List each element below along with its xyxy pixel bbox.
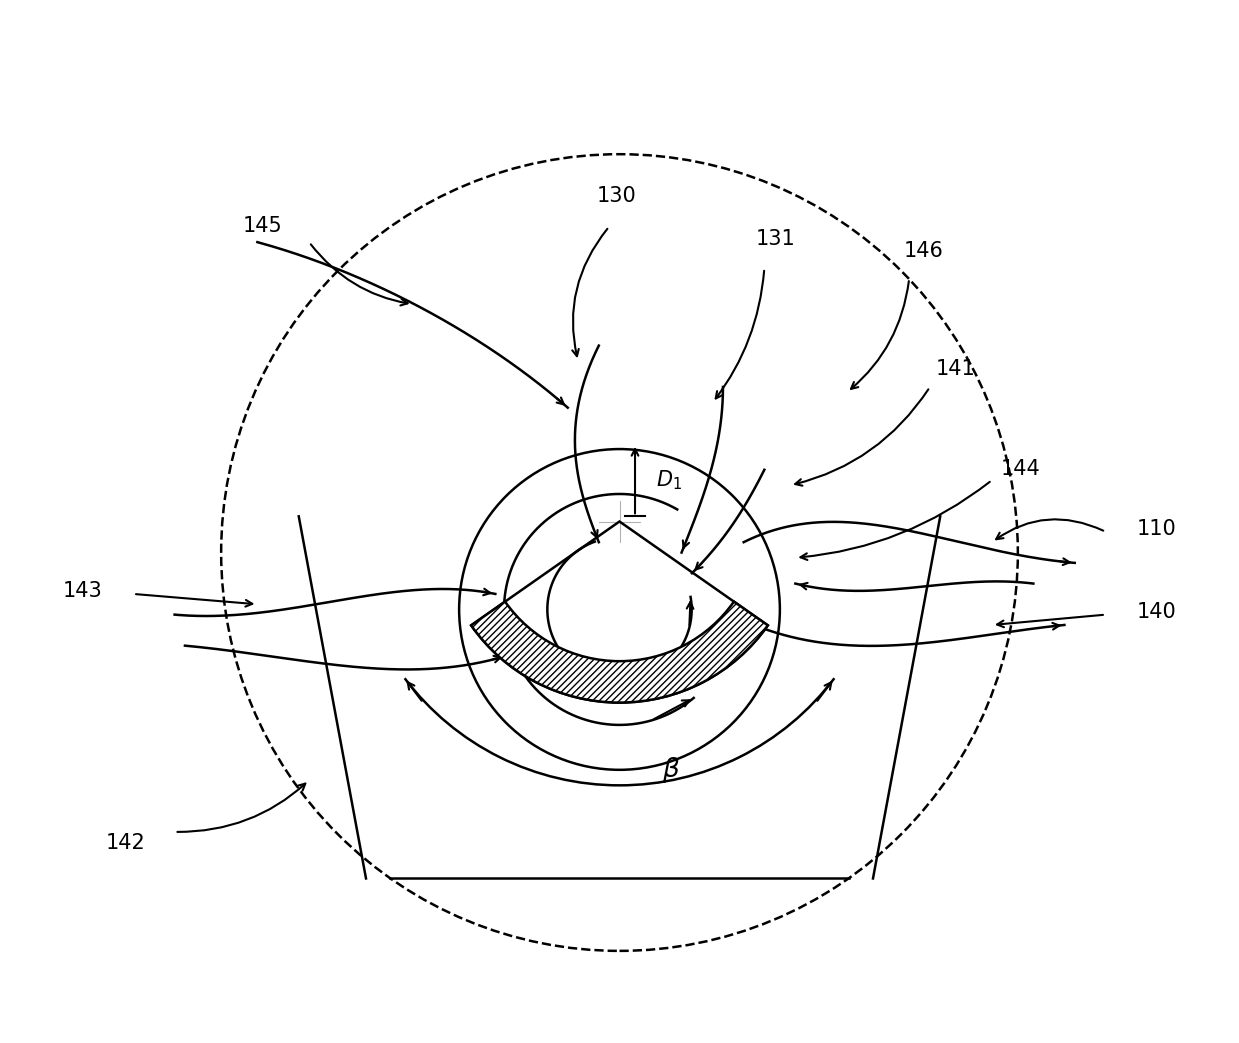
Text: 143: 143	[62, 581, 103, 602]
Text: 146: 146	[904, 241, 944, 261]
Text: 141: 141	[935, 359, 975, 379]
Wedge shape	[471, 602, 768, 703]
Text: 142: 142	[105, 833, 146, 853]
Text: 145: 145	[243, 216, 282, 236]
Text: 140: 140	[1136, 602, 1177, 622]
Text: 131: 131	[756, 229, 795, 249]
Text: $D_1$: $D_1$	[655, 468, 681, 492]
Text: $\beta$: $\beta$	[662, 755, 680, 784]
Text: 110: 110	[1136, 519, 1177, 539]
Text: 130: 130	[596, 187, 636, 207]
Text: 144: 144	[1001, 459, 1041, 479]
